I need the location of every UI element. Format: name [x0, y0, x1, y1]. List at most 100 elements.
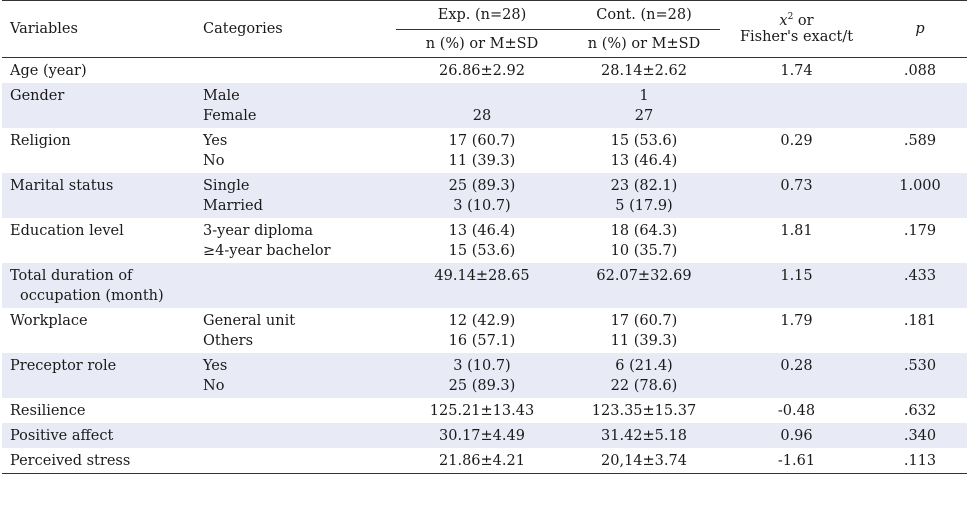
table-row: Workplace General unit Others 12 (42.9) 16 (… [2, 308, 967, 353]
cell-categories: Yes No [199, 128, 396, 173]
variable-text: Age (year) [10, 63, 87, 79]
p-text: .433 [903, 268, 937, 284]
cell-p: .589 [873, 128, 967, 173]
cell-exp: 12 (42.9) 16 (57.1) [396, 308, 568, 353]
cont-text: 17 (60.7) [610, 313, 678, 329]
cell-categories [199, 398, 396, 423]
cell-categories [199, 58, 396, 84]
stat-text: -1.61 [777, 453, 816, 469]
cell-cont: 6 (21.4) 22 (78.6) [568, 353, 720, 398]
header-exp-sub: n (%) or M±SD [396, 29, 568, 58]
characteristics-table: Variables Categories Exp. (n=28) Cont. (… [2, 0, 967, 474]
variable-text: occupation (month) [20, 288, 164, 304]
cont-text: 11 (39.3) [610, 333, 678, 349]
cell-p: .088 [873, 58, 967, 84]
categories-text: General unit [203, 313, 296, 329]
cont-text: 13 (46.4) [610, 153, 678, 169]
exp-text: 25 (89.3) [448, 178, 516, 194]
table-row: Age (year) 26.86±2.92 28.14±2.62 1.74 .088 [2, 58, 967, 84]
table-row: Preceptor role Yes No 3 (10.7) 25 (89.3) 6 (2… [2, 353, 967, 398]
p-text: .181 [903, 313, 937, 329]
variable-text: Perceived stress [10, 453, 131, 469]
cell-stat: -0.48 [720, 398, 873, 423]
cell-p: .181 [873, 308, 967, 353]
cell-p: .340 [873, 423, 967, 448]
table-row: Positive affect 30.17±4.49 31.42±5.18 0.96.… [2, 423, 967, 448]
cell-exp: 25 (89.3) 3 (10.7) [396, 173, 568, 218]
cell-stat: 1.15 [720, 263, 873, 308]
cell-cont: 123.35±15.37 [568, 398, 720, 423]
header-variables: Variables [2, 0, 199, 58]
p-text: .179 [903, 223, 937, 239]
exp-text: 15 (53.6) [448, 243, 516, 259]
cell-exp: 21.86±4.21 [396, 448, 568, 474]
header-stat-x: x [779, 13, 788, 29]
categories-text: Others [203, 333, 254, 349]
cell-cont: 23 (82.1) 5 (17.9) [568, 173, 720, 218]
table-row: Perceived stress 21.86±4.21 20,14±3.74 -1.6… [2, 448, 967, 474]
cell-stat: 0.28 [720, 353, 873, 398]
stat-text: 1.74 [780, 63, 813, 79]
cell-p: .433 [873, 263, 967, 308]
stat-text: 1.15 [780, 268, 813, 284]
p-text: .589 [903, 133, 937, 149]
cell-categories [199, 448, 396, 474]
cont-text: 28.14±2.62 [601, 63, 687, 79]
cell-stat: 1.81 [720, 218, 873, 263]
exp-text: 3 (10.7) [453, 358, 511, 374]
cell-variable: Marital status [2, 173, 199, 218]
categories-text: Yes [203, 358, 228, 374]
cell-stat: 1.74 [720, 58, 873, 84]
variable-text: Resilience [10, 403, 86, 419]
categories-text: Female [203, 108, 257, 124]
cell-exp: 49.14±28.65 [396, 263, 568, 308]
categories-text: 3-year diploma [203, 223, 314, 239]
cell-exp: 13 (46.4) 15 (53.6) [396, 218, 568, 263]
exp-text: 11 (39.3) [448, 153, 516, 169]
header-cont: Cont. (n=28) [568, 0, 720, 30]
table-header: Variables Categories Exp. (n=28) Cont. (… [2, 0, 967, 58]
header-stat-sup: 2 [787, 12, 794, 23]
cont-text: 6 (21.4) [615, 358, 673, 374]
stat-text: 1.81 [780, 223, 813, 239]
p-text: .632 [903, 403, 937, 419]
p-text: .113 [903, 453, 937, 469]
variable-text: Education level [10, 223, 124, 239]
table-row: Religion Yes No 17 (60.7) 11 (39.3) 15 (53.6)… [2, 128, 967, 173]
cell-variable: Religion [2, 128, 199, 173]
cont-text: 18 (64.3) [610, 223, 678, 239]
cont-text: 5 (17.9) [615, 198, 673, 214]
cell-variable: Positive affect [2, 423, 199, 448]
variable-text: Preceptor role [10, 358, 117, 374]
categories-text: Single [203, 178, 250, 194]
categories-text: Yes [203, 133, 228, 149]
variable-text: Religion [10, 133, 71, 149]
categories-text: No [203, 378, 225, 394]
cell-variable: Age (year) [2, 58, 199, 84]
header-cont-label: Cont. (n=28) [596, 7, 692, 23]
cell-p: .632 [873, 398, 967, 423]
p-text: .340 [903, 428, 937, 444]
cell-cont: 28.14±2.62 [568, 58, 720, 84]
p-text: 1.000 [899, 178, 941, 194]
cont-text: 123.35±15.37 [591, 403, 697, 419]
exp-text: 17 (60.7) [448, 133, 516, 149]
cell-stat: 0.96 [720, 423, 873, 448]
categories-text: Male [203, 88, 240, 104]
exp-text: 26.86±2.92 [439, 63, 525, 79]
stat-text: 0.73 [780, 178, 813, 194]
p-text: .088 [903, 63, 937, 79]
exp-text: 125.21±13.43 [429, 403, 535, 419]
variable-text: Marital status [10, 178, 114, 194]
cell-cont: 1 27 [568, 83, 720, 128]
cell-stat: 0.29 [720, 128, 873, 173]
cont-text: 10 (35.7) [610, 243, 678, 259]
p-text: .530 [903, 358, 937, 374]
exp-text: 3 (10.7) [453, 198, 511, 214]
categories-text: ≥4-year bachelor [203, 243, 331, 259]
cell-stat [720, 83, 873, 128]
header-stat-or: or [793, 13, 814, 29]
cell-variable: Gender [2, 83, 199, 128]
exp-text: 13 (46.4) [448, 223, 516, 239]
